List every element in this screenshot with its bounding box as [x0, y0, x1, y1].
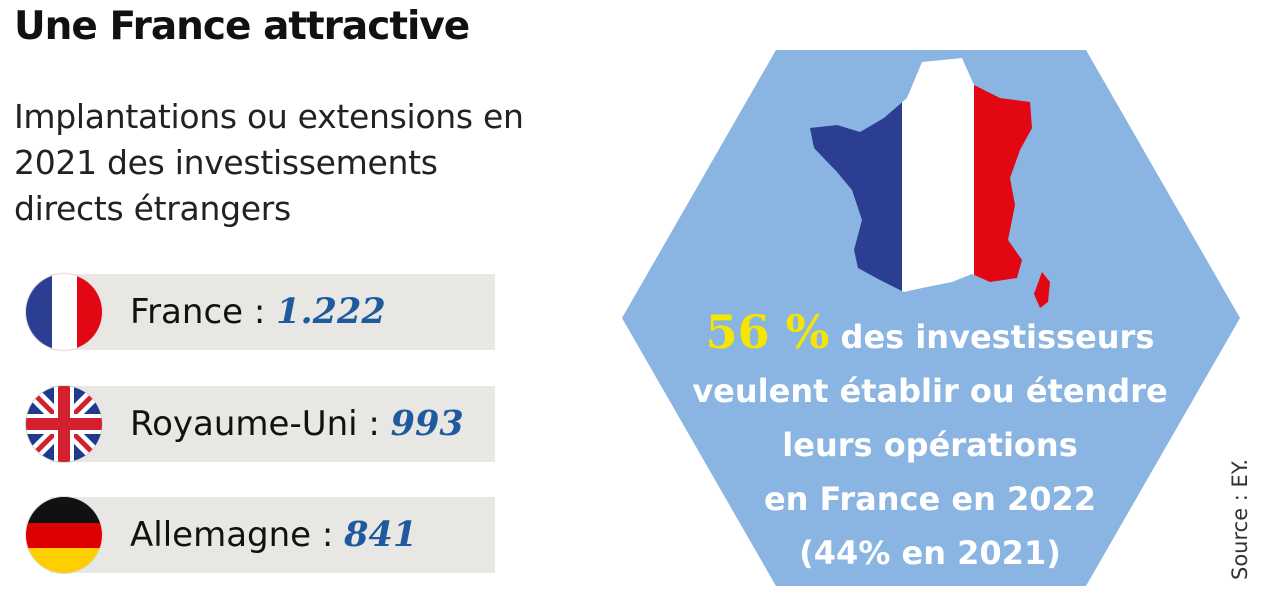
highlight-line1-text: des investisseurs	[829, 318, 1155, 356]
highlight-line-4: en France en 2022	[763, 480, 1097, 518]
country-row-uk: Royaume-Uni : 993	[26, 386, 495, 462]
highlight-text: 56 % des investisseurs veulent établir o…	[660, 305, 1200, 580]
country-row-france: France : 1.222	[26, 274, 495, 350]
country-label-uk: Royaume-Uni : 993	[130, 386, 464, 462]
source-note: Source : EY.	[1228, 458, 1252, 580]
subtitle: Implantations ou extensions en 2021 des …	[14, 97, 524, 228]
hexagon-shape	[622, 50, 1240, 586]
hexagon-panel	[622, 50, 1240, 586]
country-value: 993	[390, 403, 464, 444]
highlight-percent: 56 %	[705, 305, 830, 359]
country-name: Royaume-Uni :	[130, 404, 391, 444]
page-title: Une France attractive	[14, 4, 470, 49]
france-flag-icon	[26, 274, 102, 350]
highlight-line-2: veulent établir ou étendre	[692, 372, 1168, 410]
uk-flag-icon	[26, 386, 102, 462]
country-value: 841	[344, 514, 418, 555]
corsica-icon	[1034, 272, 1050, 308]
highlight-line-3: leurs opérations	[782, 426, 1078, 464]
highlight-line-1: 56 % des investisseurs	[660, 305, 1200, 364]
row-band	[50, 274, 495, 350]
country-row-germany: Allemagne : 841	[26, 497, 495, 573]
country-label-germany: Allemagne : 841	[130, 497, 417, 573]
country-name: France :	[130, 292, 277, 332]
row-band	[50, 497, 495, 573]
country-name: Allemagne :	[130, 515, 345, 555]
highlight-line-5: (44% en 2021)	[799, 534, 1061, 572]
row-band	[50, 386, 495, 462]
country-label-france: France : 1.222	[130, 274, 386, 350]
country-value: 1.222	[276, 291, 386, 332]
germany-flag-icon	[26, 497, 102, 573]
